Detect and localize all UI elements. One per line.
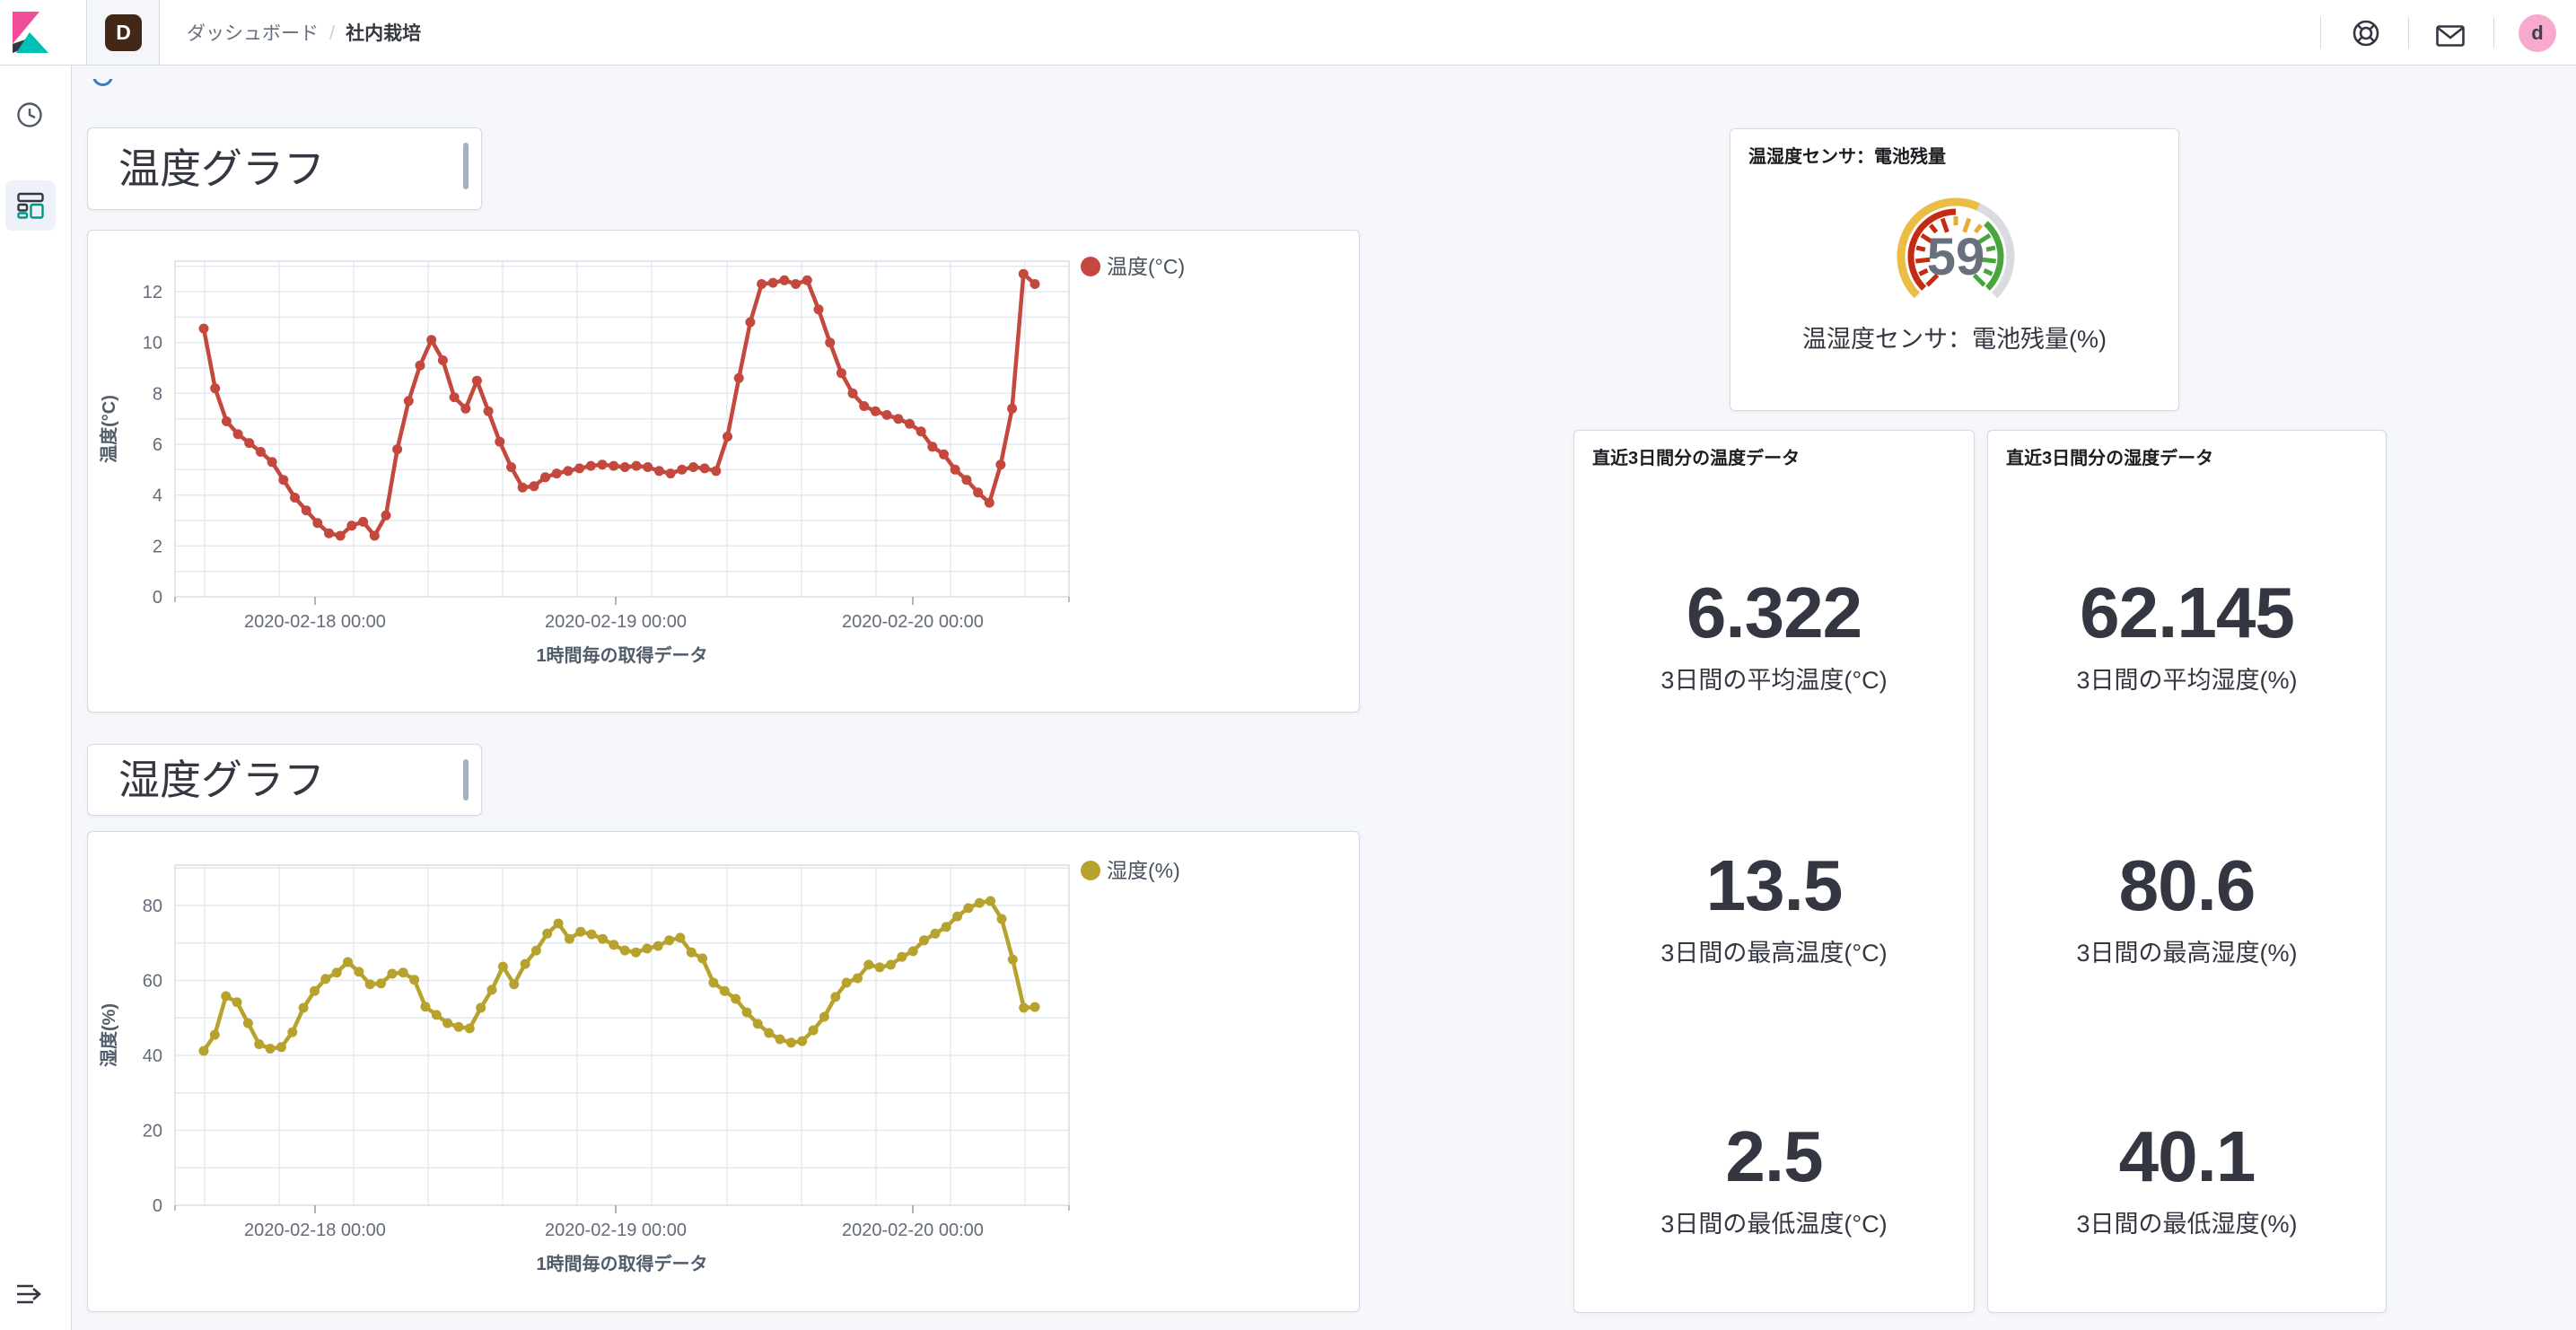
metric-label: 3日間の最低湿度(%) — [2076, 1211, 2298, 1238]
metric-value: 40.1 — [2118, 1116, 2256, 1196]
metric-label: 3日間の最低温度(°C) — [1660, 1211, 1888, 1238]
metric-value: 62.145 — [2080, 573, 2295, 652]
mail-envelope-icon[interactable] — [2436, 22, 2465, 50]
top-navigation-bar: D ダッシュボード / 社内栽培 d — [0, 0, 2576, 66]
svg-text:湿度(%): 湿度(%) — [98, 1003, 119, 1067]
temp-metrics-title: 直近3日間分の温度データ — [1592, 449, 1801, 468]
temp-metrics-panel: 直近3日間分の温度データ 6.322 3日間の平均温度(°C) 13.5 3日間… — [1573, 430, 1975, 1313]
svg-text:12: 12 — [143, 283, 162, 302]
humidity-line-chart[interactable]: 0 20 40 60 80 湿度(%) 2020-02-18 00:00 2020-02-19… — [88, 832, 1359, 1311]
expand-menu-icon[interactable] — [15, 1282, 44, 1307]
breadcrumb-dashboards-link[interactable]: ダッシュボード — [187, 23, 319, 44]
battery-gauge[interactable]: 59 — [1879, 185, 2032, 319]
metric-avg-temp: 6.322 3日間の平均温度(°C) — [1574, 577, 1974, 696]
hum-chart-panel: 0 20 40 60 80 湿度(%) 2020-02-18 00:00 2020-02-19… — [87, 831, 1360, 1312]
svg-text:59: 59 — [1927, 228, 1985, 286]
metric-value: 13.5 — [1705, 845, 1844, 925]
svg-text:2020-02-18 00:00: 2020-02-18 00:00 — [244, 1221, 386, 1240]
gauge-panel-title: 温湿度センサ：電池残量 — [1748, 147, 1946, 167]
svg-text:0: 0 — [153, 588, 162, 608]
panel-scrollbar[interactable] — [463, 143, 469, 189]
header-divider — [2493, 17, 2494, 48]
metric-max-hum: 80.6 3日間の最高湿度(%) — [1988, 850, 2386, 968]
recently-viewed-clock-icon[interactable] — [16, 101, 43, 128]
svg-text:2020-02-19 00:00: 2020-02-19 00:00 — [545, 1221, 687, 1240]
dashboard-icon[interactable] — [17, 192, 44, 219]
kibana-logo-icon[interactable] — [13, 12, 48, 53]
svg-text:60: 60 — [143, 972, 162, 992]
metric-label: 3日間の最高温度(°C) — [1660, 940, 1888, 967]
svg-text:2: 2 — [153, 537, 162, 556]
space-selector[interactable]: D — [86, 0, 160, 65]
metric-max-temp: 13.5 3日間の最高温度(°C) — [1574, 850, 1974, 968]
svg-text:2020-02-18 00:00: 2020-02-18 00:00 — [244, 612, 386, 632]
svg-text:2020-02-19 00:00: 2020-02-19 00:00 — [545, 612, 687, 632]
svg-text:10: 10 — [143, 334, 162, 354]
metric-label: 3日間の最高湿度(%) — [2076, 940, 2298, 967]
metric-label: 3日間の平均温度(°C) — [1660, 667, 1888, 694]
metric-avg-hum: 62.145 3日間の平均湿度(%) — [1988, 577, 2386, 696]
temp-chart-panel: 0 2 4 6 8 10 12 温度(°C) 2020-02-18 00:00 2020-02-1… — [87, 230, 1360, 713]
svg-text:20: 20 — [143, 1122, 162, 1142]
metric-value: 80.6 — [2118, 845, 2256, 925]
svg-text:0: 0 — [153, 1196, 162, 1216]
header-divider — [2408, 17, 2409, 48]
hum-title-panel: 湿度グラフ — [87, 744, 482, 816]
temp-title-panel: 温度グラフ — [87, 127, 482, 210]
user-avatar[interactable]: d — [2519, 14, 2556, 52]
breadcrumb: ダッシュボード / 社内栽培 — [187, 0, 421, 66]
left-sidebar — [0, 66, 72, 1330]
metric-value: 2.5 — [1725, 1116, 1823, 1196]
svg-text:2020-02-20 00:00: 2020-02-20 00:00 — [842, 1221, 984, 1240]
space-badge[interactable]: D — [105, 14, 142, 51]
svg-text:温度(°C): 温度(°C) — [1107, 255, 1185, 278]
header-divider — [2320, 17, 2321, 48]
breadcrumb-current-page: 社内栽培 — [346, 23, 422, 44]
svg-text:6: 6 — [153, 435, 162, 455]
svg-text:40: 40 — [143, 1046, 162, 1066]
svg-text:湿度(%): 湿度(%) — [1107, 859, 1180, 882]
hum-title-text: 湿度グラフ — [118, 757, 325, 803]
clipped-time-icon — [89, 79, 121, 92]
temp-title-text: 温度グラフ — [118, 145, 325, 192]
metric-label: 3日間の平均湿度(%) — [2076, 667, 2298, 694]
gauge-panel: 温湿度センサ：電池残量 59 温湿度センサ：電池残量(%) — [1730, 128, 2179, 411]
metric-value: 6.322 — [1686, 573, 1862, 652]
hum-metrics-title: 直近3日間分の湿度データ — [2006, 449, 2214, 468]
svg-text:8: 8 — [153, 384, 162, 404]
temperature-line-chart[interactable]: 0 2 4 6 8 10 12 温度(°C) 2020-02-18 00:00 2020-02-1… — [88, 231, 1359, 712]
gauge-caption: 温湿度センサ：電池残量(%) — [1802, 326, 2107, 353]
svg-text:4: 4 — [153, 486, 162, 506]
svg-text:80: 80 — [143, 897, 162, 916]
hum-metrics-panel: 直近3日間分の湿度データ 62.145 3日間の平均湿度(%) 80.6 3日間… — [1987, 430, 2387, 1313]
panel-scrollbar[interactable] — [463, 759, 469, 801]
svg-text:1時間毎の取得データ: 1時間毎の取得データ — [536, 644, 707, 666]
svg-text:2020-02-20 00:00: 2020-02-20 00:00 — [842, 612, 984, 632]
metric-min-hum: 40.1 3日間の最低湿度(%) — [1988, 1121, 2386, 1239]
metric-min-temp: 2.5 3日間の最低温度(°C) — [1574, 1121, 1974, 1239]
help-life-ring-icon[interactable] — [2352, 19, 2380, 48]
svg-text:温度(°C): 温度(°C) — [98, 395, 119, 463]
breadcrumb-separator: / — [329, 22, 336, 44]
svg-text:1時間毎の取得データ: 1時間毎の取得データ — [536, 1253, 707, 1274]
